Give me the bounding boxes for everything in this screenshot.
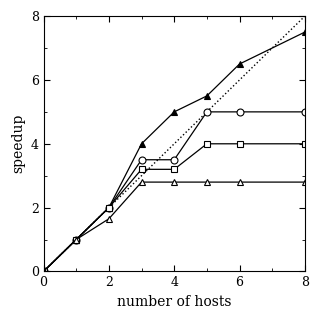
X-axis label: number of hosts: number of hosts (117, 295, 231, 309)
Y-axis label: speedup: speedup (11, 114, 25, 173)
